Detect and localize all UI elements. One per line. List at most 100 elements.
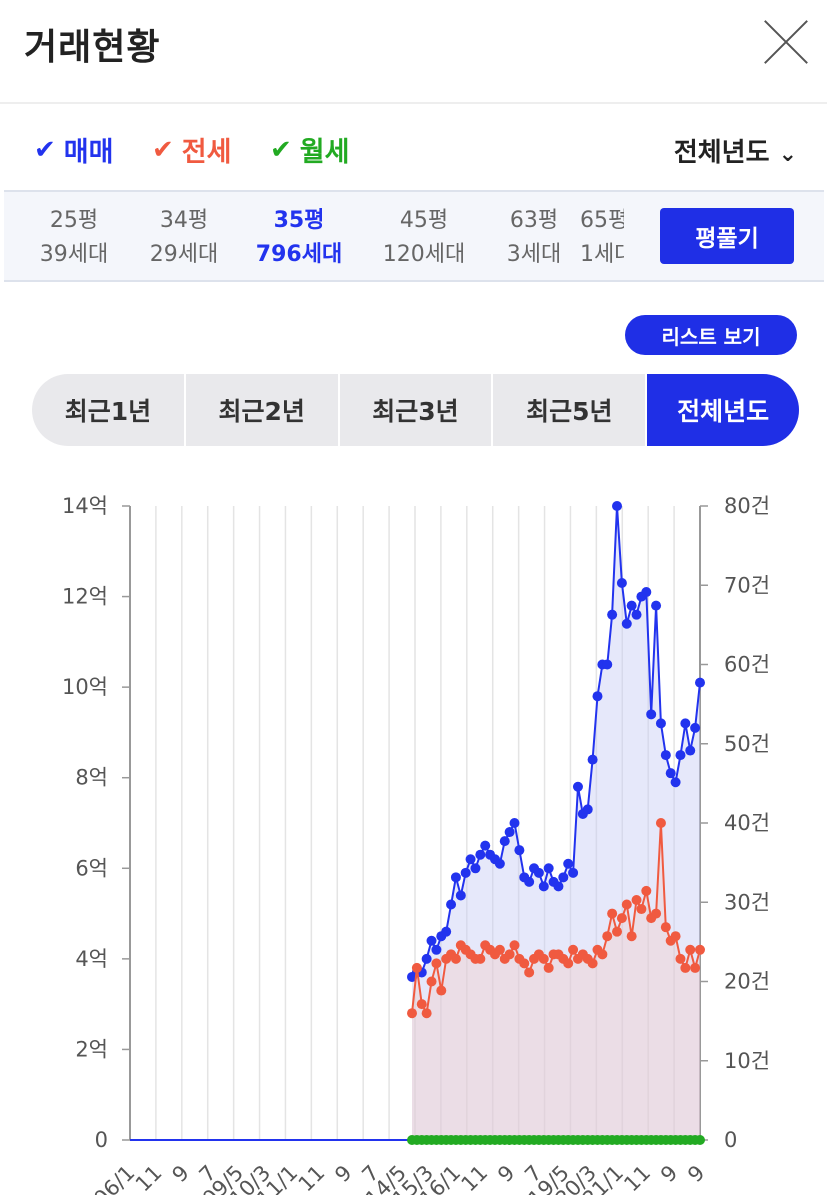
series-point xyxy=(621,618,632,629)
series-point xyxy=(450,953,461,964)
size-area: 65평 xyxy=(580,208,624,233)
series-point xyxy=(636,904,647,915)
year-select-label: 전체년도 xyxy=(673,138,770,168)
y-right-tick-label: 60건 xyxy=(724,653,770,677)
series-point xyxy=(509,818,520,828)
tab-1-year[interactable]: 최근1년 xyxy=(32,374,186,446)
x-tick-label: 11 xyxy=(619,1161,655,1195)
filter-sale-checkbox[interactable]: ✔ 매매 xyxy=(34,130,113,169)
series-point xyxy=(651,908,662,919)
series-point xyxy=(597,949,608,960)
series-point xyxy=(582,804,593,815)
series-point xyxy=(441,926,452,937)
tab-2-years[interactable]: 최근2년 xyxy=(186,374,340,446)
series-point xyxy=(407,1008,417,1019)
y-left-tick-label: 6억 xyxy=(75,856,108,880)
series-point xyxy=(519,958,530,969)
series-point xyxy=(568,944,579,955)
series-point xyxy=(543,863,554,874)
series-point xyxy=(563,858,574,869)
series-point xyxy=(641,885,652,896)
series-point xyxy=(602,659,613,670)
series-point xyxy=(690,722,701,733)
size-option-65[interactable]: 65평 1세대 xyxy=(580,204,624,272)
transaction-chart: 0 2억 4억 6억 8억 10억 12억 14억 0 10건 20건 30건 40건 50건 60건 70건… xyxy=(62,494,770,1195)
series-point xyxy=(524,876,535,887)
y-left-tick-label: 14억 xyxy=(62,494,108,518)
size-households: 3세대 xyxy=(506,242,562,267)
size-households: 39세대 xyxy=(39,242,109,267)
filter-jeonse-label: 전세 xyxy=(181,137,232,168)
y-left-tick-label: 8억 xyxy=(75,766,108,790)
series-point xyxy=(602,931,613,942)
series-point xyxy=(455,890,466,901)
series-point xyxy=(494,944,505,955)
tab-all-years[interactable]: 전체년도 xyxy=(647,374,799,446)
series-point xyxy=(616,577,627,588)
series-point xyxy=(690,962,701,973)
size-area: 35평 xyxy=(273,208,325,233)
size-selector: 25평 39세대 34평 29세대 35평 796세대 45평 120세대 63… xyxy=(4,190,824,282)
y-right-tick-label: 70건 xyxy=(724,573,770,597)
series-point xyxy=(655,718,666,729)
list-view-button[interactable]: 리스트 보기 xyxy=(625,315,797,355)
series-point xyxy=(685,745,696,756)
size-option-34[interactable]: 34평 29세대 xyxy=(134,204,234,272)
series-point xyxy=(616,913,627,924)
tab-5-years[interactable]: 최근5년 xyxy=(493,374,648,446)
series-point xyxy=(450,872,461,883)
series-point xyxy=(524,967,535,978)
series-point xyxy=(533,867,544,878)
y-left-tick-label: 0 xyxy=(95,1128,108,1152)
filter-jeonse-checkbox[interactable]: ✔ 전세 xyxy=(152,130,231,169)
series-point xyxy=(421,953,432,964)
series-point xyxy=(514,845,525,856)
series-point xyxy=(607,609,618,620)
series-point xyxy=(543,962,554,973)
series-point xyxy=(411,962,422,973)
size-option-35[interactable]: 35평 796세대 xyxy=(249,204,349,272)
series-point xyxy=(685,944,696,955)
y-left-tick-label: 2억 xyxy=(75,1037,108,1061)
chevron-down-icon: ⌄ xyxy=(778,142,797,167)
filter-monthly-checkbox[interactable]: ✔ 월세 xyxy=(270,130,349,169)
series-point xyxy=(695,677,705,688)
header: 거래현황 xyxy=(0,0,827,104)
series-area xyxy=(412,506,700,1140)
size-option-63[interactable]: 63평 3세대 xyxy=(484,204,584,272)
series-point xyxy=(480,840,491,851)
series-point xyxy=(592,691,603,702)
expand-sizes-button[interactable]: 평풀기 xyxy=(660,208,794,264)
x-tick-label: 11 xyxy=(457,1161,493,1195)
close-icon[interactable] xyxy=(762,18,810,66)
series-point xyxy=(670,931,681,942)
series-point xyxy=(465,854,476,865)
series-point xyxy=(436,985,447,996)
year-select[interactable]: 전체년도 ⌄ xyxy=(674,132,797,169)
size-option-25[interactable]: 25평 39세대 xyxy=(24,204,124,272)
series-point xyxy=(621,899,632,910)
series-point xyxy=(680,718,691,729)
size-area: 45평 xyxy=(399,208,449,233)
series-point xyxy=(572,781,583,792)
filter-monthly-label: 월세 xyxy=(299,137,350,168)
series-point xyxy=(558,872,569,883)
check-icon: ✔ xyxy=(34,134,56,165)
series-point xyxy=(612,501,623,511)
x-tick-label: 9 xyxy=(656,1161,682,1187)
y-right-tick-label: 80건 xyxy=(724,494,770,518)
series-point xyxy=(651,600,662,611)
series-point xyxy=(675,750,686,761)
series-point xyxy=(626,931,637,942)
series-point xyxy=(646,709,657,720)
series-point xyxy=(695,944,705,955)
series-point xyxy=(470,863,481,874)
series-point xyxy=(655,818,666,828)
tab-3-years[interactable]: 최근3년 xyxy=(340,374,494,446)
series-point xyxy=(416,999,427,1010)
series-point xyxy=(680,962,691,973)
size-option-45[interactable]: 45평 120세대 xyxy=(374,204,474,272)
series-point xyxy=(641,587,652,598)
series-point xyxy=(626,600,637,611)
series-point xyxy=(504,827,515,838)
